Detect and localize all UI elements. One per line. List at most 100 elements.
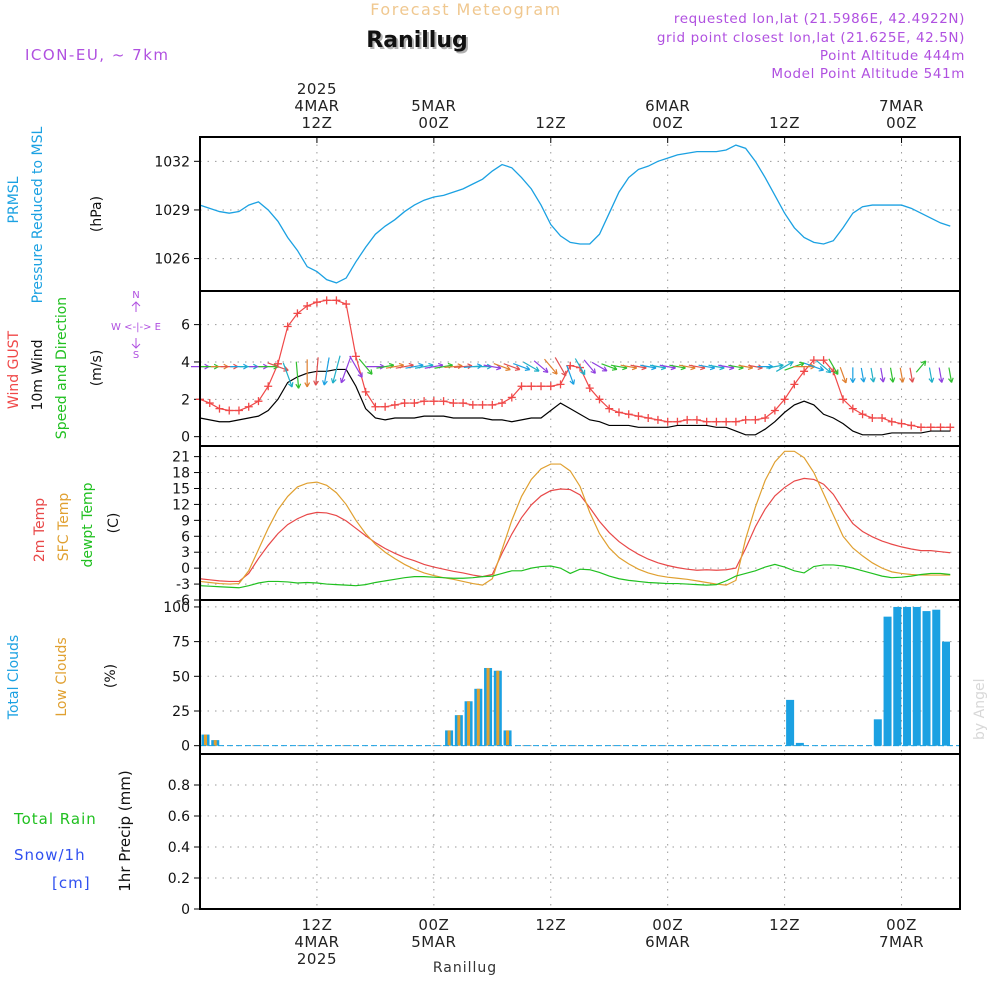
total-cloud-bar (786, 699, 795, 746)
clouds-ytick-label: 25 (172, 704, 190, 720)
gust-marker (517, 382, 526, 391)
footer-location: Ranillug (433, 960, 497, 976)
gust-marker (722, 417, 731, 426)
gust-marker (459, 399, 468, 408)
gust-marker (712, 417, 721, 426)
total-cloud-bar (795, 742, 804, 746)
low-cloud-bar (467, 701, 471, 746)
gust-marker (741, 415, 750, 424)
wind-direction-arrow (295, 361, 302, 389)
wind-unit: (m/s) (89, 350, 105, 387)
precip-ytick-label: 0 (181, 902, 190, 918)
wind-direction-arrow (330, 355, 341, 384)
cloud-label-total: Total Clouds (6, 635, 22, 720)
time-label-bottom: 12Z (769, 916, 800, 934)
model-label: ICON-EU, ~ 7km (25, 46, 170, 64)
temp-label-sfc: SFC Temp (56, 493, 72, 562)
cloud-unit: (%) (103, 664, 119, 688)
location-title: Ranillug (366, 28, 467, 53)
gust-marker (780, 395, 789, 404)
wind-direction-arrow (860, 367, 866, 383)
wind10m-line (199, 368, 951, 436)
time-label-top: 12Z (301, 114, 332, 132)
gust-marker (303, 301, 312, 310)
gust-marker (595, 395, 604, 404)
gust-marker (917, 423, 926, 432)
wind-direction-arrow (566, 365, 576, 385)
wind-label-speed-dir: Speed and Direction (54, 297, 70, 439)
gust-marker (332, 296, 341, 305)
wind-direction-arrow (849, 367, 856, 383)
time-label-top: 00Z (886, 114, 917, 132)
wind-direction-arrow (889, 367, 896, 383)
total-cloud-bar (942, 641, 951, 746)
time-label-top: 7MAR (879, 97, 924, 115)
gust-marker (673, 417, 682, 426)
precip-unit: 1hr Precip (mm) (116, 770, 134, 891)
grid-point-coords: grid point closest lon,lat (21.625E, 42.… (657, 30, 965, 46)
gust-marker (507, 393, 516, 402)
gust-marker (614, 408, 623, 417)
precip-label-rain: Total Rain (13, 810, 97, 828)
temperature-ytick-label: 9 (181, 513, 190, 529)
precip-ytick-label: 0.4 (168, 840, 190, 856)
wind-direction-arrow (282, 362, 294, 388)
wind-ytick-label: 6 (181, 318, 190, 334)
wind-direction-arrow (915, 360, 927, 373)
gust-marker (653, 415, 662, 424)
wind-direction-arrow (513, 363, 531, 371)
wind-direction-arrow (503, 363, 521, 371)
total-cloud-bar (922, 611, 931, 746)
wind-direction-arrow (591, 361, 608, 372)
gust-marker (498, 399, 507, 408)
gust-marker (312, 298, 321, 307)
wind-direction-arrow (339, 355, 352, 384)
gust-marker (478, 400, 487, 409)
wind-direction-arrow (928, 367, 935, 383)
gust-marker (293, 309, 302, 318)
gust-marker (761, 413, 770, 422)
gust-marker (936, 423, 945, 432)
wind-direction-arrow (533, 360, 549, 374)
temperature-frame (199, 445, 961, 601)
wind-direction-arrow (574, 358, 586, 376)
gust-marker (361, 387, 370, 396)
gust-marker (254, 397, 263, 406)
gust-marker (556, 380, 565, 389)
total-cloud-bar (873, 719, 882, 746)
time-label-top: 12Z (535, 114, 566, 132)
temperature-ytick-label: 21 (172, 450, 190, 466)
wind-direction-arrow (313, 357, 319, 386)
gust-marker (264, 382, 273, 391)
wind-ytick-label: 0 (181, 430, 190, 446)
precip-ytick-label: 0.2 (168, 871, 190, 887)
gust-marker (897, 419, 906, 428)
gust-marker (546, 382, 555, 391)
gust-marker (225, 406, 234, 415)
pressure-label-prmsl: PRMSL (6, 176, 22, 223)
time-label-top: 4MAR (294, 97, 339, 115)
gust-marker (634, 412, 643, 421)
compass-we: W <-|-> E (111, 322, 161, 333)
gust-marker (400, 399, 409, 408)
temperature-ytick-label: 18 (172, 466, 190, 482)
location-shadow: Ranillug (368, 30, 469, 55)
wind-label-10m: 10m Wind (30, 339, 46, 410)
gust-marker (926, 423, 935, 432)
gust-marker (585, 384, 594, 393)
gust-marker (244, 402, 253, 411)
time-label-top: 12Z (769, 114, 800, 132)
gust-marker (731, 417, 740, 426)
temp-label-2m: 2m Temp (32, 498, 48, 562)
wind-direction-arrow (879, 367, 886, 383)
compass-n: N (132, 290, 139, 301)
gust-marker (537, 382, 546, 391)
compass-icon (131, 301, 141, 349)
gust-marker (342, 300, 351, 309)
wind-direction-arrow (803, 362, 825, 372)
time-label-bottom: 00Z (886, 916, 917, 934)
pressure-panel: 1026 1029 1032 (154, 137, 960, 291)
clouds-ytick-label: 75 (172, 635, 190, 651)
wind-direction-arrow (349, 355, 363, 378)
